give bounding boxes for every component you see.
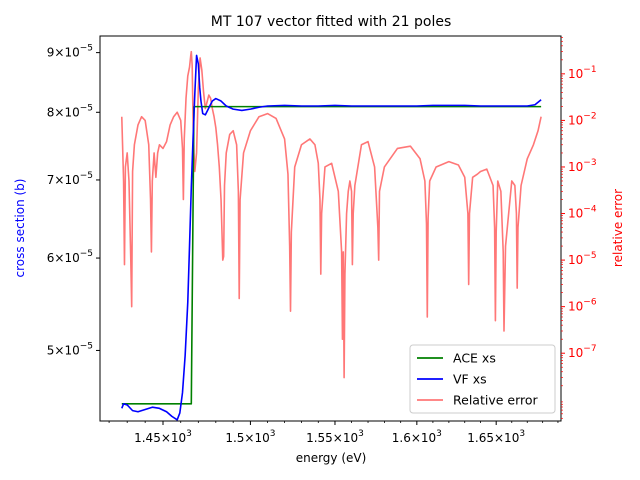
x-axis-label: energy (eV) xyxy=(296,451,367,465)
y-left-tick-label-0: 5×10−5 xyxy=(47,341,93,357)
y-right-tick-label-1: 10−6 xyxy=(568,298,597,314)
legend-label-1: VF xs xyxy=(453,372,487,387)
y-left-tick-label-3: 8×10−5 xyxy=(47,103,93,119)
y-axis-right: 10−7 10−6 10−5 10−4 10−3 10−2 10−1 xyxy=(561,37,597,419)
x-tick-label-3: 1.6×103 xyxy=(392,429,442,445)
series-line-2 xyxy=(120,50,542,379)
y-left-tick-label-4: 9×10−5 xyxy=(47,44,93,60)
y-right-tick-label-6: 10−1 xyxy=(568,65,597,81)
legend-label-2: Relative error xyxy=(453,393,539,408)
y-axis-left: 5×10−5 6×10−5 7×10−5 8×10−5 9×10−5 xyxy=(47,44,100,357)
y-right-tick-label-0: 10−7 xyxy=(568,344,597,360)
series-line-1 xyxy=(121,54,542,421)
legend-label-0: ACE xs xyxy=(453,351,496,366)
y-right-tick-label-3: 10−4 xyxy=(568,205,597,221)
legend: ACE xs VF xs Relative error xyxy=(409,344,556,414)
y-right-tick-label-2: 10−5 xyxy=(568,251,597,267)
y-right-tick-label-5: 10−2 xyxy=(568,111,597,127)
x-tick-label-2: 1.55×103 xyxy=(306,429,364,445)
x-tick-label-0: 1.45×103 xyxy=(134,429,192,445)
legend-box xyxy=(409,344,556,414)
y-right-tick-label-4: 10−3 xyxy=(568,158,597,174)
y-axis-right-label: relative error xyxy=(611,189,625,267)
plot-frame xyxy=(99,35,562,422)
y-left-tick-label-2: 7×10−5 xyxy=(47,171,93,187)
x-tick-label-1: 1.5×103 xyxy=(225,429,275,445)
y-axis-left-label: cross section (b) xyxy=(13,179,27,278)
series-layer xyxy=(120,50,542,421)
y-left-tick-label-1: 6×10−5 xyxy=(47,249,93,265)
x-tick-label-4: 1.65×103 xyxy=(467,429,525,445)
x-axis: 1.45×103 1.5×103 1.55×103 1.6×103 1.65×103 xyxy=(108,421,559,445)
chart-title: MT 107 vector fitted with 21 poles xyxy=(211,14,452,30)
